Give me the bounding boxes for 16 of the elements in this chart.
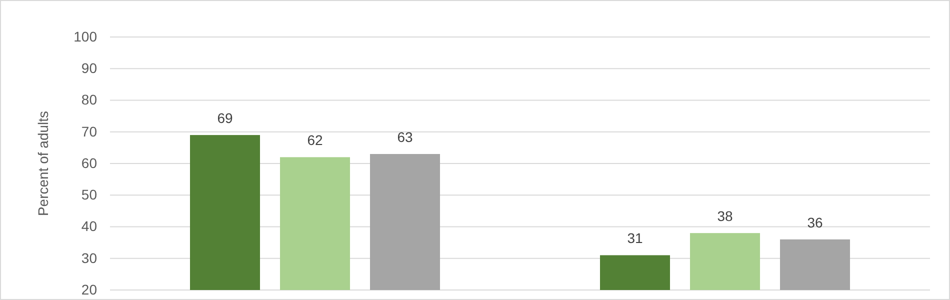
y-tick-label: 30 [81, 250, 98, 266]
y-tick-label: 80 [81, 92, 98, 108]
y-tick-label: 40 [81, 218, 98, 234]
y-tick-label: 50 [81, 186, 98, 203]
y-axis-title: Percent of adults [35, 110, 51, 216]
data-label: 63 [397, 129, 413, 146]
data-label: 69 [217, 110, 233, 126]
data-label: 31 [627, 230, 643, 246]
y-tick-label: 90 [81, 60, 98, 76]
data-label: 38 [717, 208, 733, 224]
data-label: 36 [807, 214, 823, 230]
y-tick-label: 20 [81, 281, 98, 298]
data-label: 62 [307, 132, 323, 148]
y-tick-label: 60 [81, 154, 98, 171]
y-tick-label: 70 [81, 123, 98, 140]
y-tick-label: 100 [74, 28, 98, 44]
